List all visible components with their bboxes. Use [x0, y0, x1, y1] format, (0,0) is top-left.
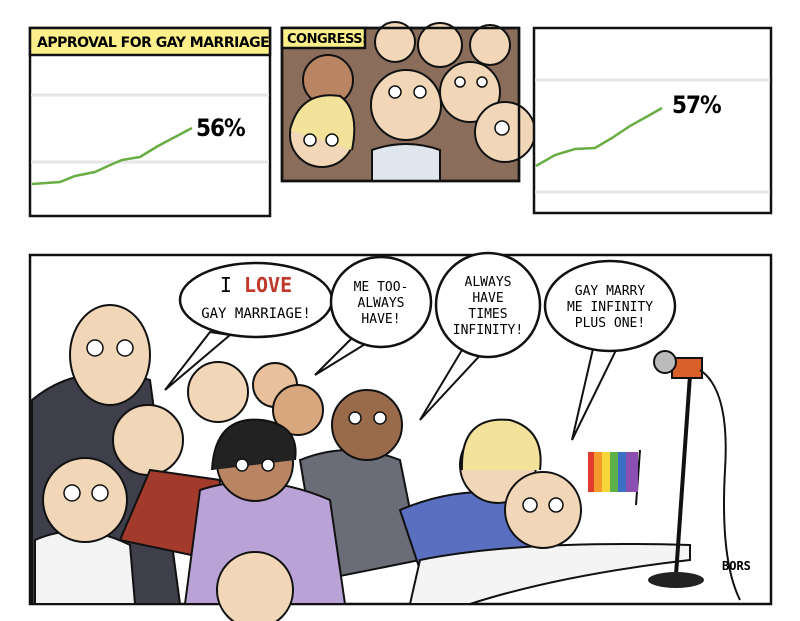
- panel-frame: [28, 26, 272, 218]
- panel-crowd: I LOVE GAY MARRIAGE! ME TOO-ALWAYSHAVE! …: [28, 251, 773, 621]
- panel-header: [280, 26, 367, 50]
- bubble-line: ALWAYS: [465, 275, 512, 290]
- bubble-text: I LOVE: [220, 273, 292, 297]
- signature: BORS: [722, 559, 751, 573]
- bubble-line: ME TOO-: [354, 280, 409, 295]
- bubble-line: HAVE!: [361, 312, 400, 327]
- bubble-line: HAVE: [472, 291, 503, 306]
- trend-line: [535, 106, 663, 168]
- bubble-line: ME INFINITY: [567, 300, 653, 315]
- panel-approval: APPROVAL FOR GAY MARRIAGE 56%: [28, 26, 272, 218]
- bubble-word: I: [220, 273, 232, 297]
- panel-congress: CONGRESS:: [280, 21, 536, 183]
- bubble-line: GAY MARRY: [575, 284, 646, 299]
- speech-bubble: I LOVE GAY MARRIAGE!: [164, 261, 334, 391]
- panel-header: [28, 26, 272, 57]
- flag: [588, 449, 641, 506]
- bubble-emphasis: LOVE: [244, 273, 292, 297]
- crowd-figures: [31, 304, 691, 621]
- header-text: APPROVAL FOR GAY MARRIAGE: [37, 35, 269, 51]
- panel-frame: [532, 26, 773, 215]
- panel-approval-later: 57%: [532, 26, 773, 215]
- crowd: [289, 21, 536, 182]
- percent-label: 57%: [672, 91, 721, 119]
- trend-line: [31, 126, 193, 186]
- bubble-line: PLUS ONE!: [575, 316, 645, 331]
- bubble-line: TIMES: [468, 307, 507, 322]
- bubble-line: ALWAYS: [358, 296, 405, 311]
- bubble-line: INFINITY!: [453, 323, 523, 338]
- header-text: CONGRESS:: [287, 32, 367, 47]
- bubble-line: GAY MARRIAGE!: [201, 306, 311, 322]
- percent-label: 56%: [196, 114, 245, 142]
- microphone: [648, 350, 741, 601]
